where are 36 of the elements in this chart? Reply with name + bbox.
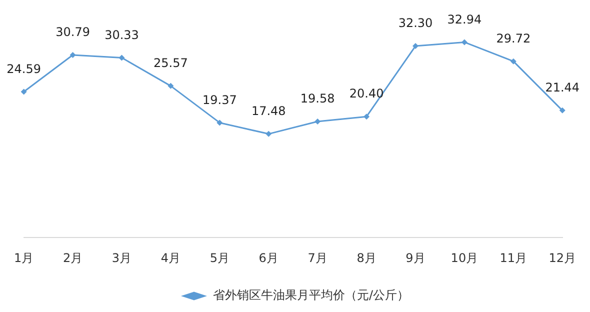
data-label: 32.94 [447,12,482,26]
data-label: 17.48 [251,104,286,118]
x-tick-label: 4月 [160,250,181,265]
x-tick-label: 10月 [450,250,478,265]
point [364,114,370,120]
data-label: 24.59 [6,62,41,76]
x-tick-label: 1月 [14,250,34,265]
data-label: 19.58 [300,92,335,106]
x-tick-label: 2月 [62,250,83,265]
point [168,82,174,89]
x-tick-label: 6月 [258,250,278,265]
point [412,43,418,50]
data-label: 25.57 [154,56,188,70]
x-tick-label: 12月 [548,250,576,265]
point [118,54,125,61]
point [20,88,27,95]
point [266,130,272,137]
point [510,58,516,64]
data-label: 19.37 [202,92,237,107]
data-label: 29.72 [496,31,531,46]
x-tick-label: 5月 [210,250,230,265]
x-tick-label: 11月 [500,250,528,265]
data-label: 32.30 [398,16,433,30]
x-tick-label: 9月 [406,250,426,265]
point [461,39,468,46]
point [70,52,76,58]
x-tick-label: 8月 [356,250,376,265]
data-label: 21.44 [545,80,580,95]
data-label: 30.33 [104,28,139,42]
data-label: 30.79 [56,25,90,40]
x-tick-label: 7月 [308,250,328,265]
x-tick-label: 3月 [112,250,132,265]
point [559,107,566,114]
data-label: 20.40 [349,86,384,101]
point [216,120,223,126]
legend-label: 省外销区牛油果月平均价（元/公斤） [212,288,410,302]
